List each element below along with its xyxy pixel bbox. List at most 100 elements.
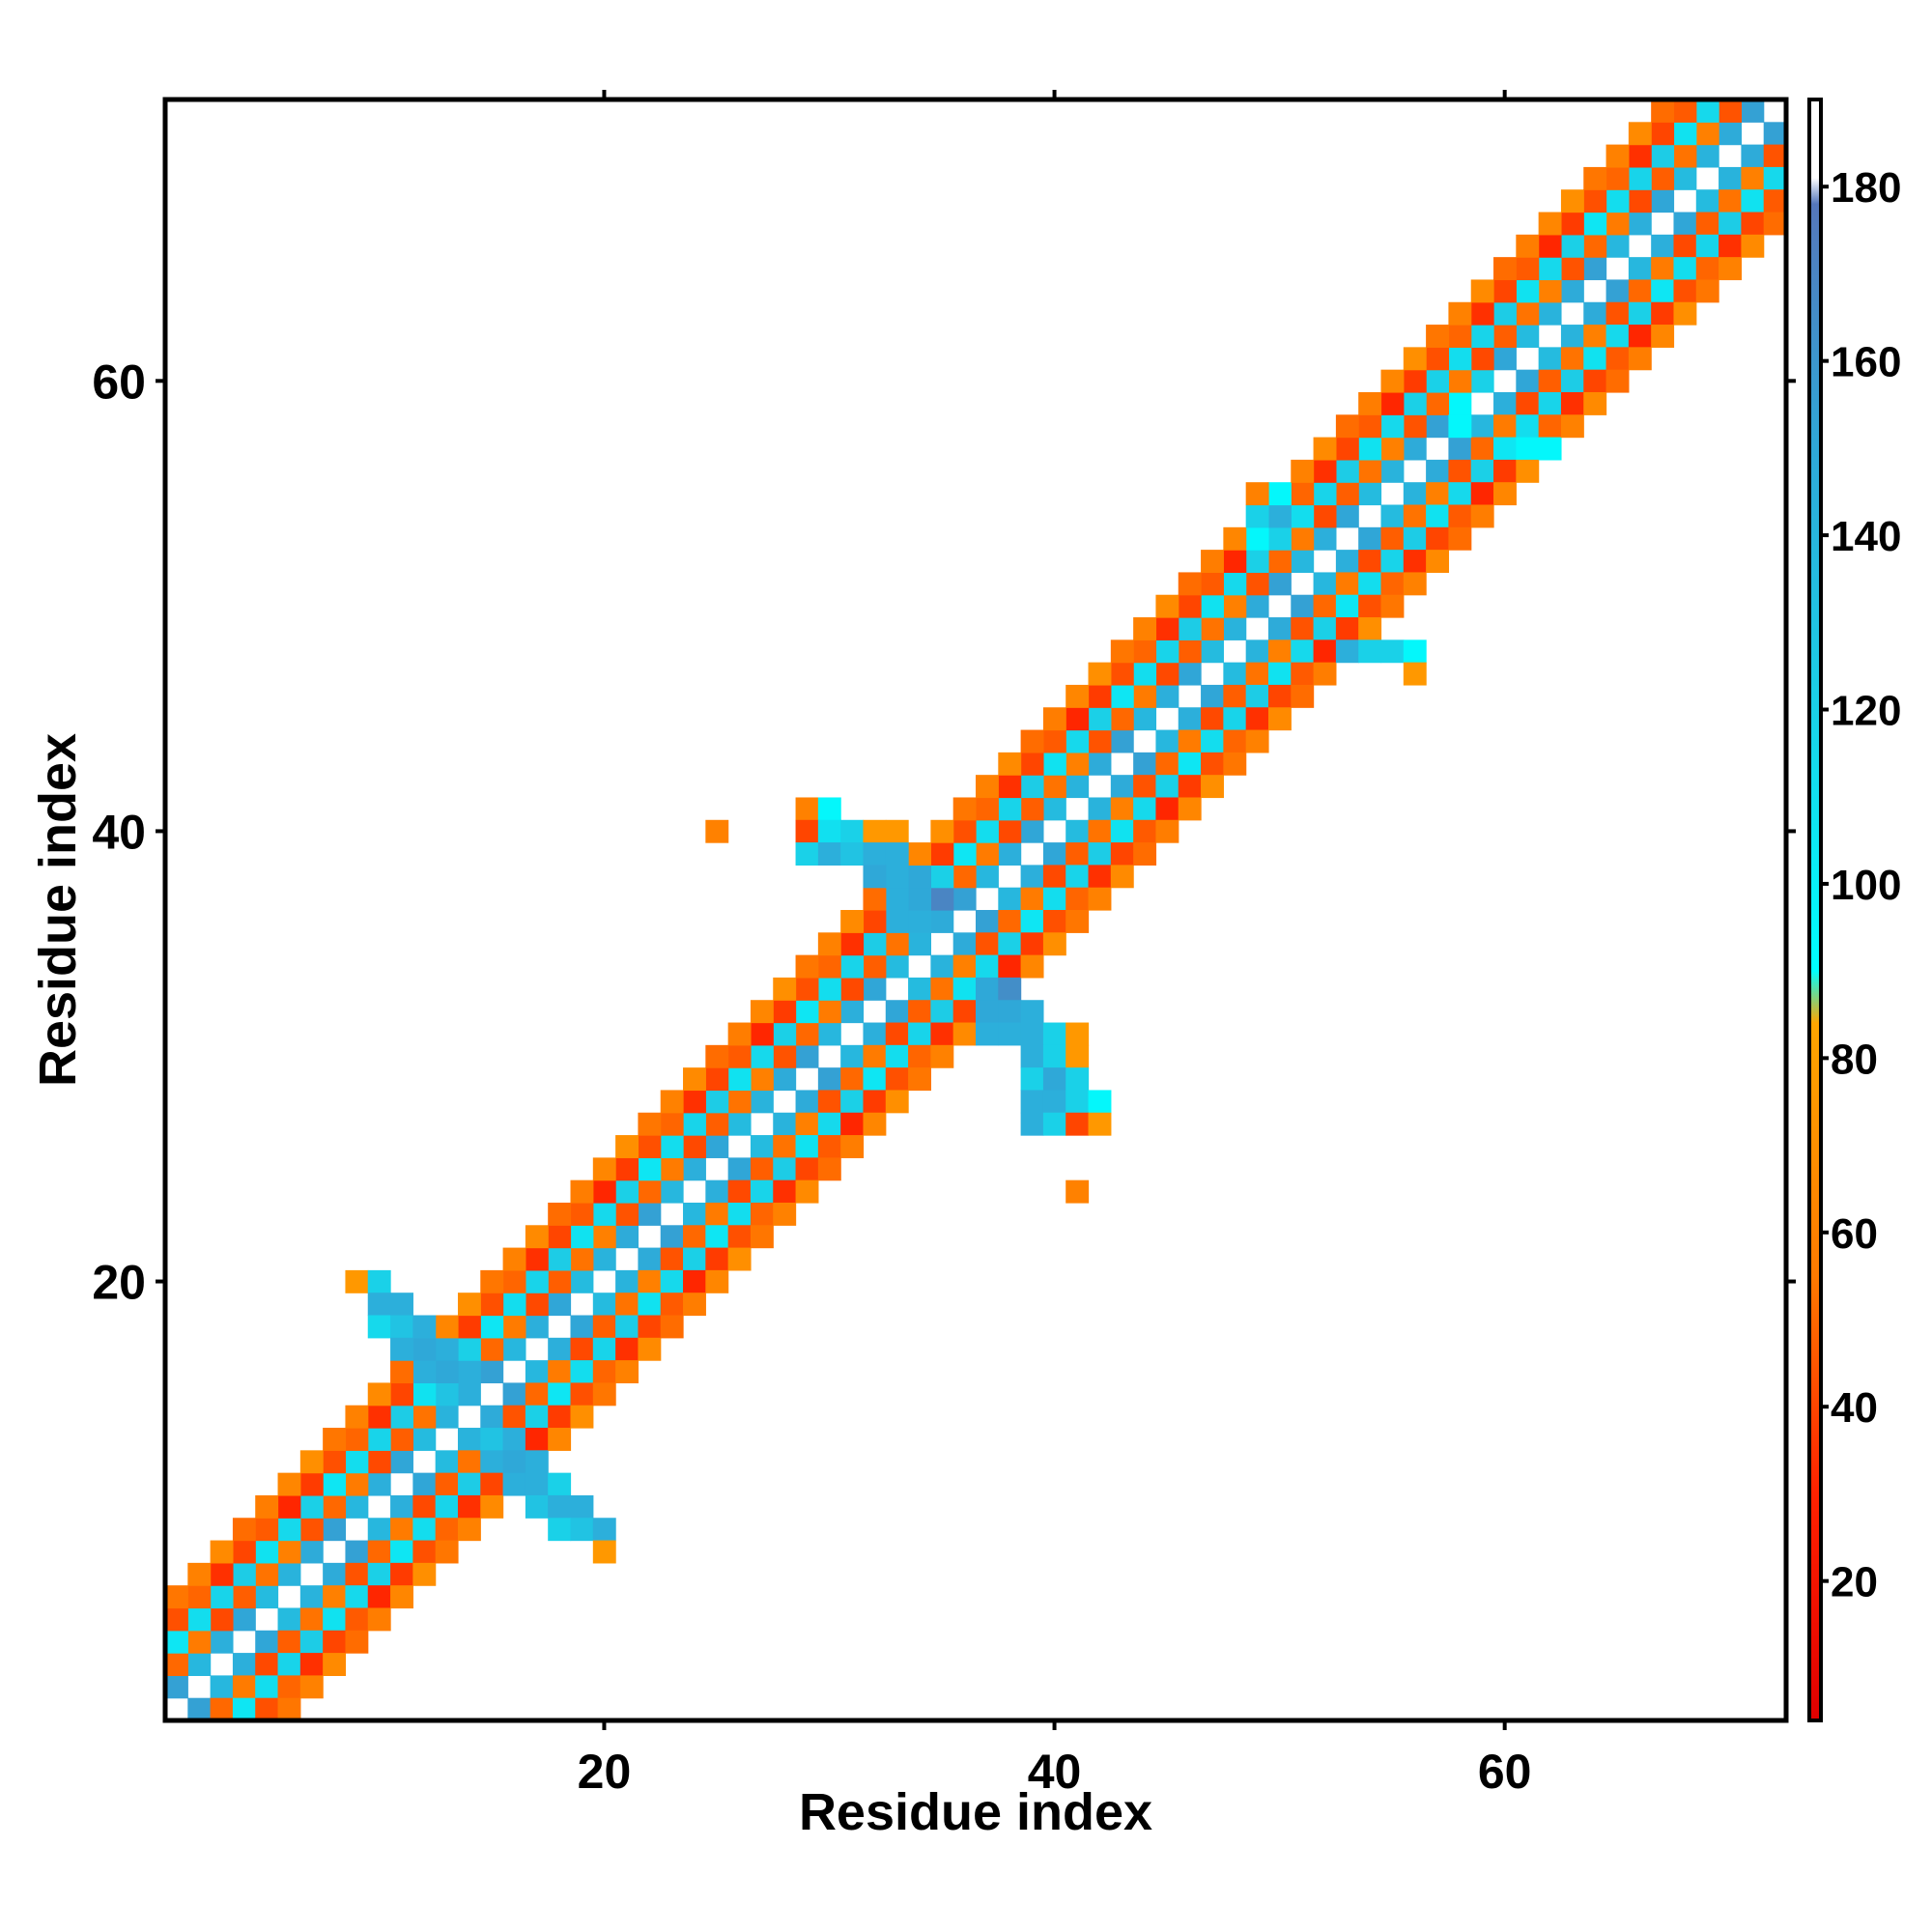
heatmap-cell <box>367 1315 391 1339</box>
heatmap-cell <box>502 1405 526 1429</box>
heatmap-cell <box>840 932 865 956</box>
heatmap-cell <box>683 1112 706 1136</box>
heatmap-cell <box>502 1337 526 1361</box>
heatmap-cell <box>1403 662 1427 686</box>
heatmap-cell <box>998 842 1022 866</box>
heatmap-cell <box>323 1472 347 1496</box>
heatmap-cell <box>1583 189 1607 213</box>
heatmap-cell <box>592 1202 616 1226</box>
heatmap-cell <box>1020 819 1044 843</box>
heatmap-cell <box>1426 526 1450 551</box>
heatmap-cell <box>367 1607 391 1632</box>
heatmap-cell <box>1538 414 1562 439</box>
heatmap-cell <box>435 1382 459 1406</box>
heatmap-cell <box>1267 526 1292 551</box>
heatmap-cell <box>1020 932 1044 956</box>
heatmap-cell <box>1291 639 1315 664</box>
heatmap-cell <box>255 1562 279 1586</box>
heatmap-cell <box>1470 504 1494 528</box>
heatmap-cell <box>1155 797 1179 821</box>
heatmap-cell <box>1403 504 1427 528</box>
heatmap-cell <box>1741 234 1765 258</box>
heatmap-cell <box>1493 391 1517 415</box>
heatmap-cell <box>998 797 1022 821</box>
heatmap-cell <box>390 1405 413 1429</box>
heatmap-cell <box>1223 662 1247 686</box>
heatmap-cell <box>1380 572 1405 596</box>
heatmap-cell <box>885 1000 909 1024</box>
heatmap-cell <box>1291 459 1315 483</box>
heatmap-cell <box>1042 1022 1066 1046</box>
heatmap-cell <box>525 1382 549 1406</box>
heatmap-cell <box>1651 257 1675 281</box>
heatmap-cell <box>367 1540 391 1564</box>
heatmap-cell <box>705 1135 729 1158</box>
heatmap-cell <box>277 1540 301 1564</box>
heatmap-cell <box>345 1450 369 1474</box>
heatmap-cell <box>390 1540 413 1564</box>
heatmap-cell <box>1020 1112 1044 1136</box>
heatmap-cell <box>660 1179 684 1204</box>
heatmap-cell <box>750 1157 774 1181</box>
heatmap-cell <box>908 910 931 933</box>
heatmap-cell <box>1267 684 1292 708</box>
heatmap-cell <box>367 1428 391 1451</box>
heatmap-cell <box>660 1135 684 1158</box>
heatmap-cell <box>323 1494 347 1519</box>
heatmap-cell <box>998 932 1022 956</box>
heatmap-cell <box>727 1225 752 1249</box>
heatmap-cell <box>1065 910 1090 933</box>
heatmap-cell <box>232 1607 256 1632</box>
heatmap-cell <box>1493 257 1517 281</box>
heatmap-cell <box>502 1293 526 1317</box>
heatmap-cell <box>548 1247 572 1271</box>
heatmap-cell <box>548 1225 572 1249</box>
heatmap-cell <box>345 1472 369 1496</box>
heatmap-cell <box>705 1112 729 1136</box>
heatmap-cell <box>1628 257 1652 281</box>
heatmap-cell <box>863 1067 887 1092</box>
heatmap-cell <box>1493 301 1517 326</box>
colorbar-frame <box>1807 98 1823 1722</box>
heatmap-cell <box>1583 325 1607 348</box>
heatmap-cell <box>1133 684 1157 708</box>
heatmap-cell <box>1560 279 1584 303</box>
y-tick-label: 60 <box>92 355 146 409</box>
heatmap-cell <box>885 910 909 933</box>
heatmap-cell <box>255 1653 279 1676</box>
heatmap-cell <box>1133 662 1157 686</box>
heatmap-cell <box>1538 301 1562 326</box>
heatmap-cell <box>1358 414 1382 439</box>
heatmap-cell <box>1155 684 1179 708</box>
heatmap-cell <box>1267 617 1292 640</box>
heatmap-cell <box>1245 504 1269 528</box>
heatmap-cell <box>187 1562 212 1586</box>
heatmap-cell <box>885 1090 909 1114</box>
heatmap-cell <box>1560 189 1584 213</box>
heatmap-cell <box>1470 347 1494 371</box>
heatmap-cell <box>1245 662 1269 686</box>
colorbar-tick-label: 100 <box>1831 862 1901 909</box>
heatmap-cell <box>232 1540 256 1564</box>
heatmap-cell <box>1223 684 1247 708</box>
heatmap-cell <box>345 1269 369 1293</box>
heatmap-cell <box>773 1112 797 1136</box>
heatmap-cell <box>976 842 999 866</box>
heatmap-cell <box>1020 865 1044 889</box>
heatmap-cell <box>1426 482 1450 506</box>
heatmap-cell <box>323 1450 347 1474</box>
heatmap-cell <box>1313 572 1337 596</box>
heatmap-cell <box>390 1428 413 1451</box>
heatmap-cell <box>1088 752 1112 776</box>
heatmap-cell <box>525 1225 549 1249</box>
heatmap-cell <box>976 865 999 889</box>
heatmap-cell <box>1763 144 1787 168</box>
y-axis-title: Residue index <box>29 733 87 1087</box>
heatmap-cell <box>1719 212 1742 236</box>
heatmap-cell <box>480 1428 504 1451</box>
heatmap-cell <box>1538 437 1562 461</box>
heatmap-cell <box>885 932 909 956</box>
heatmap-cell <box>863 977 887 1001</box>
heatmap-cell <box>390 1494 413 1519</box>
heatmap-cell <box>1560 234 1584 258</box>
